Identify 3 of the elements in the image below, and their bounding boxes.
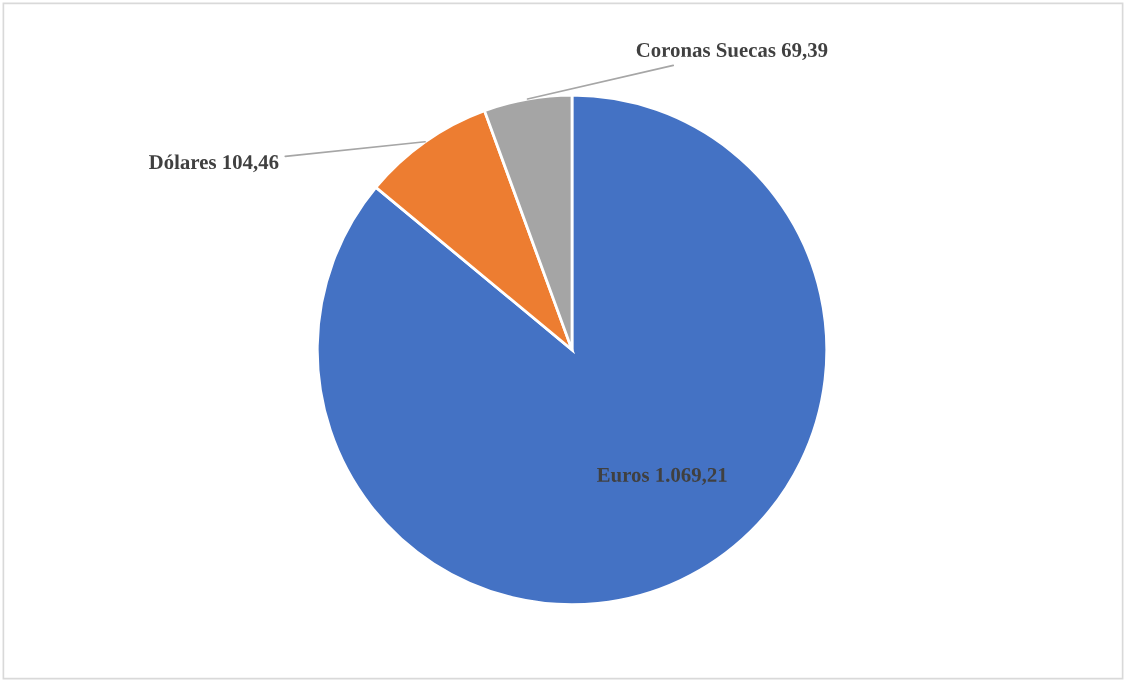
slice-label: Dólares 104,46 bbox=[149, 154, 279, 173]
slice-label: Euros 1.069,21 bbox=[597, 467, 727, 485]
slice-label: Coronas Suecas 69,39 bbox=[636, 43, 828, 61]
